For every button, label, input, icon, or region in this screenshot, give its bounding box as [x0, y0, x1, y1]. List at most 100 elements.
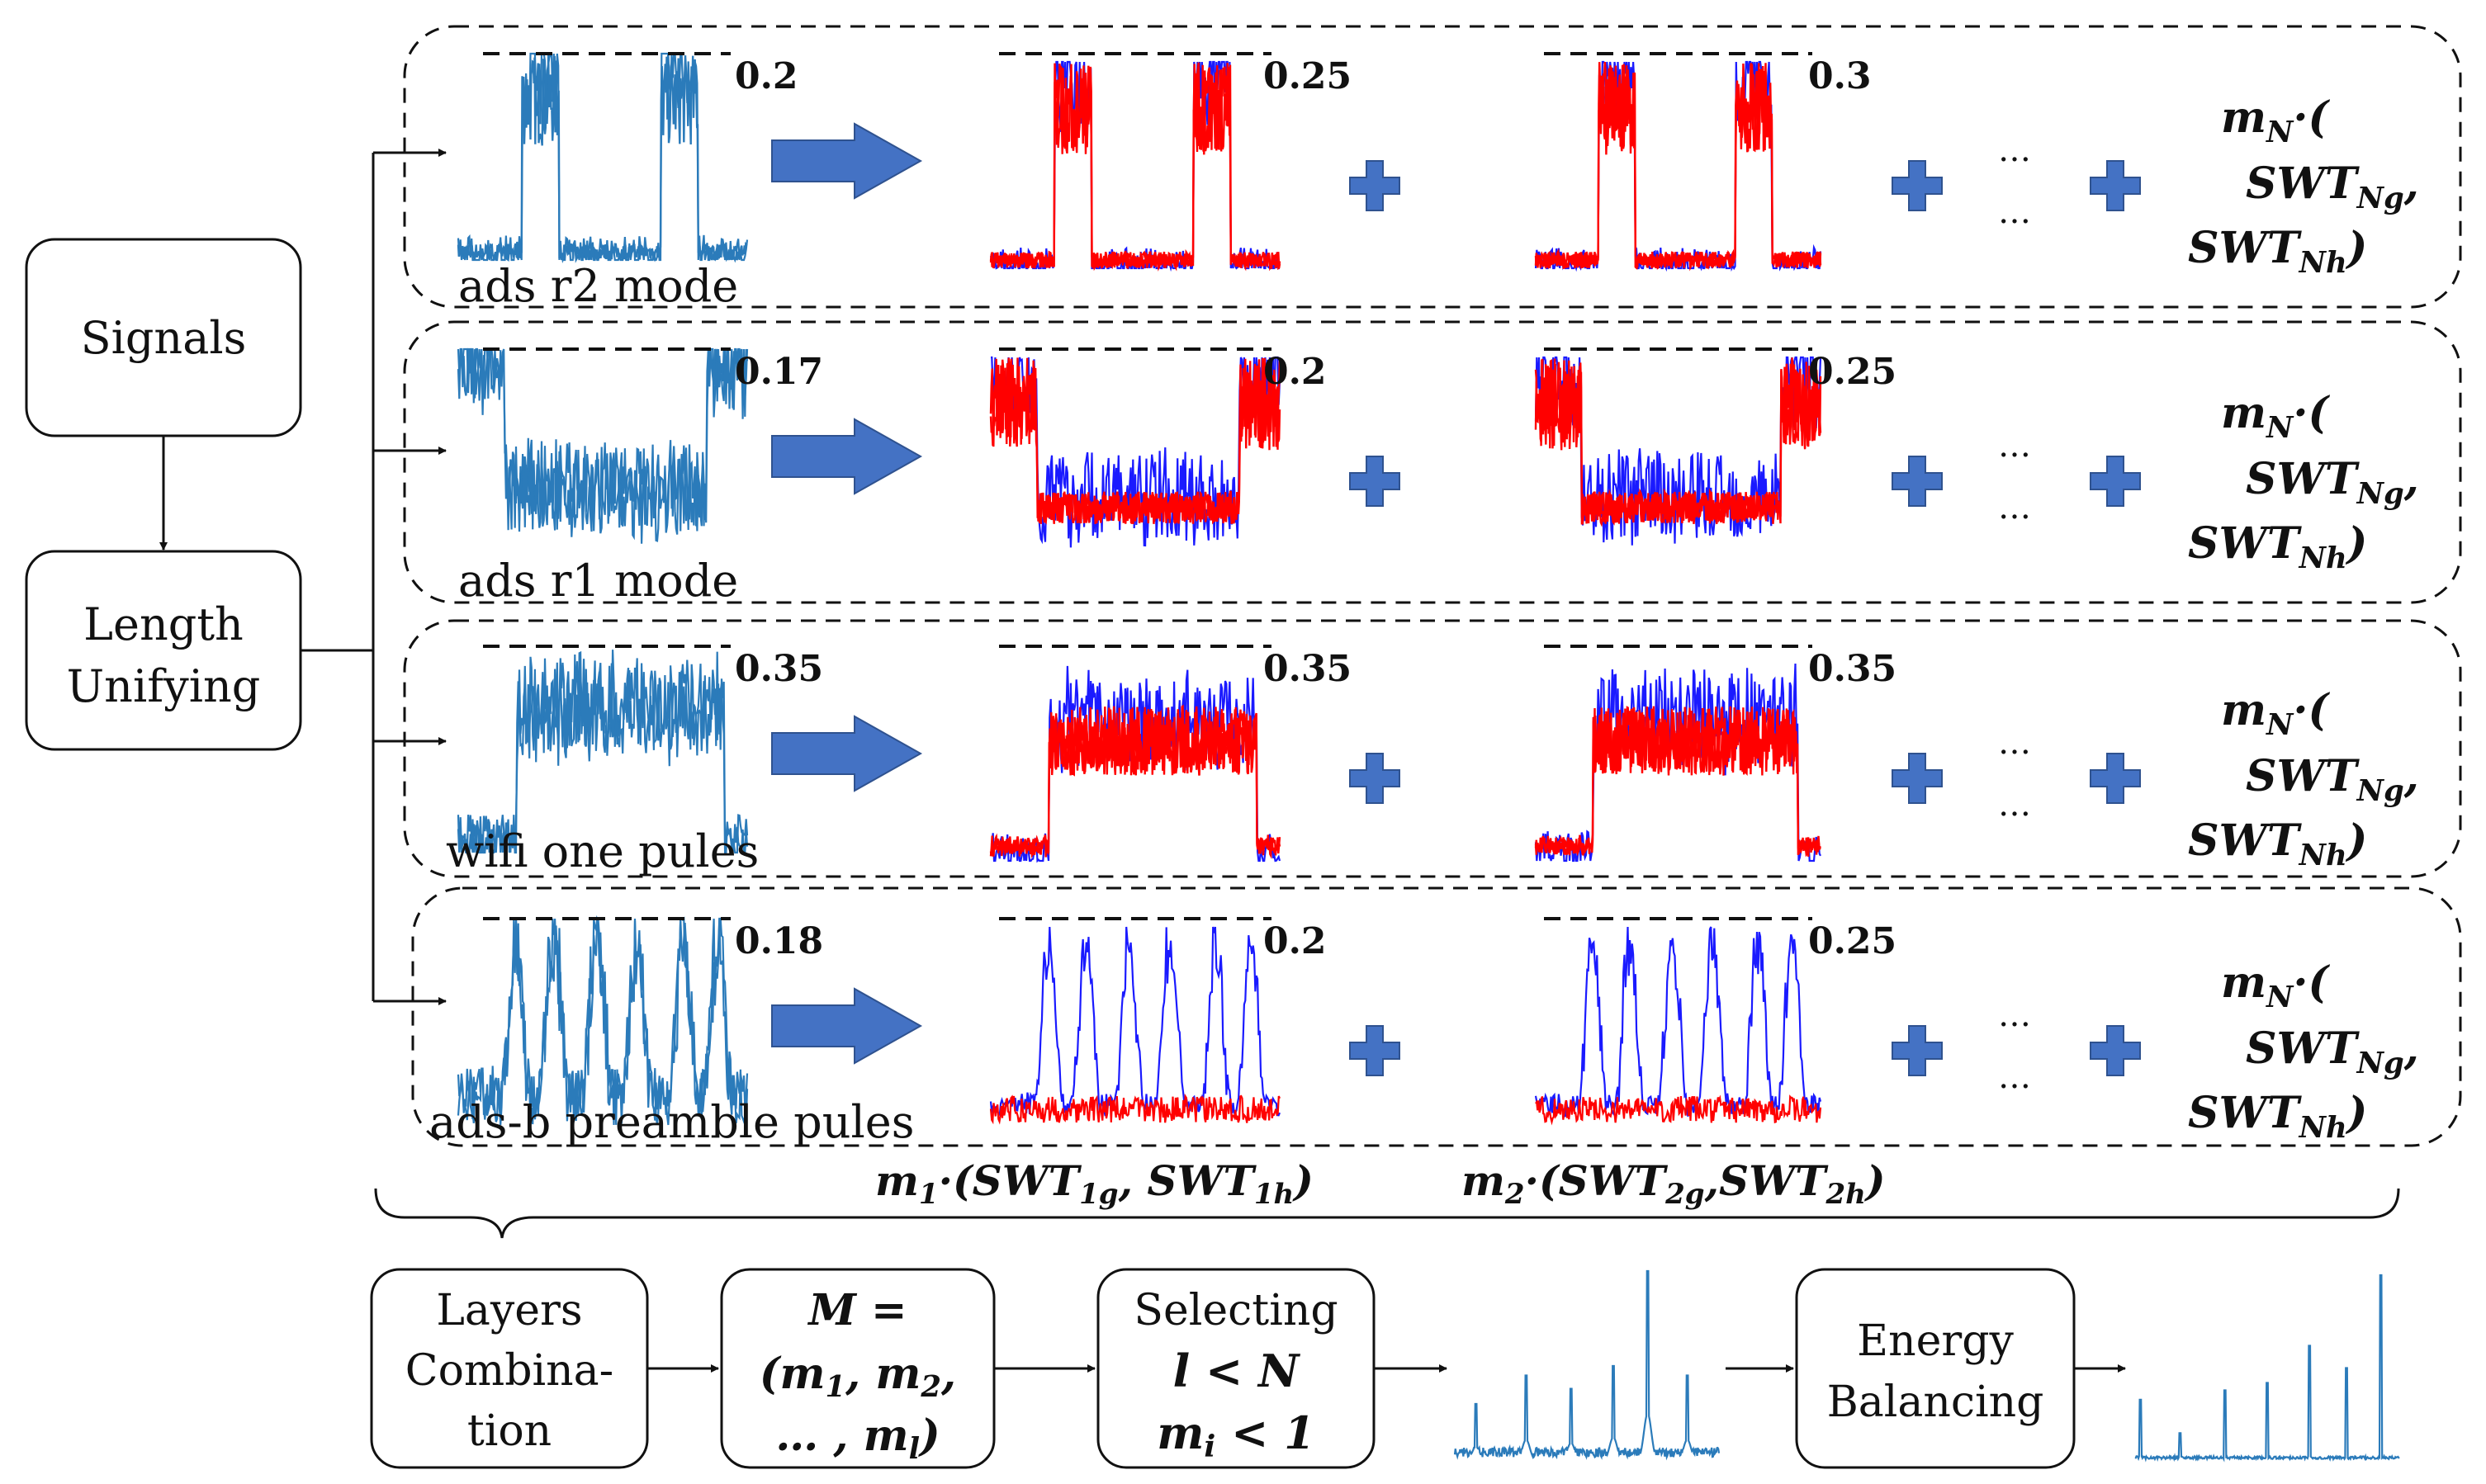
threshold-value: 0.35	[1263, 648, 1352, 690]
plus-icon	[1349, 160, 1400, 211]
original-waveform	[457, 650, 749, 854]
signals-label: Signals	[81, 312, 247, 364]
term-n-line-1: mN·(	[2221, 685, 2330, 742]
plus-icon	[2090, 1025, 2141, 1076]
row-containers	[403, 25, 2462, 1147]
layers-label-1: Layers	[436, 1286, 582, 1335]
swt-blue	[989, 926, 1281, 1118]
curly-brace	[374, 1188, 2400, 1239]
term-n-line-2: SWTNg,	[2246, 1023, 2419, 1080]
original-waveform-noise	[457, 915, 749, 1124]
plus-icon	[1349, 456, 1400, 507]
swt-red-2	[1534, 706, 1821, 858]
threshold-value: 0.2	[735, 55, 798, 97]
length-unifying-box	[25, 550, 302, 751]
transform-arrow	[771, 987, 923, 1065]
threshold-value: 0.25	[1263, 55, 1352, 97]
row-3: 0.35 wifi one pules 0.35 0.35 … … mN·(SWTNg, SW…	[446, 645, 2419, 877]
threshold-value: 0.25	[1808, 920, 1896, 962]
m-vector-line-2: (m1, m2,	[760, 1349, 956, 1404]
plus-icon	[1892, 1025, 1943, 1076]
row-label: ads r1 mode	[458, 555, 738, 607]
swt-plot-2: 0.25	[1534, 347, 1896, 546]
term-n-line-2: SWTNg,	[2246, 751, 2419, 808]
plus-icon	[2090, 456, 2141, 507]
threshold-value: 0.17	[735, 351, 823, 393]
row-4: 0.18 ads-b preamble pules 0.2 0.25 … … mN·( SWT…	[429, 915, 2419, 1148]
swt-red	[989, 62, 1281, 272]
plus-icon	[2090, 160, 2141, 211]
swt-plot-2: 0.35	[1534, 645, 1896, 863]
threshold-value: 0.2	[1263, 351, 1327, 393]
term-n-line-1: mN·(	[2221, 388, 2330, 445]
term-1: m1·(SWT1g, SWT1h)	[875, 1156, 1314, 1211]
plus-icon	[1892, 456, 1943, 507]
term-n-line-3: SWTNh)	[2188, 1088, 2367, 1145]
spectrum-plot-1	[1453, 1269, 1721, 1461]
ellipsis: …	[1998, 193, 2031, 231]
swt-plot-1: 0.35	[989, 645, 1352, 863]
ellipsis: …	[1998, 131, 2031, 169]
swt-red-2	[989, 63, 1281, 272]
transform-arrow	[771, 122, 923, 200]
row-box-2	[403, 320, 2462, 604]
ellipsis: …	[1998, 996, 2031, 1034]
original-waveform	[457, 54, 748, 264]
term-n-line-1: mN·(	[2221, 957, 2330, 1014]
plus-icon	[1349, 753, 1400, 804]
row-box-3	[403, 619, 2462, 878]
term-n-line-3: SWTNh)	[2188, 518, 2367, 575]
original-signal-plot: 0.18	[457, 915, 823, 1126]
swt-blue	[1534, 926, 1822, 1118]
term-n-line-3: SWTNh)	[2188, 223, 2367, 280]
transform-arrow	[771, 418, 923, 495]
swt-red-2	[989, 704, 1281, 860]
spectrum-line	[1453, 1269, 1721, 1461]
length-unifying-label-2: Unifying	[67, 660, 261, 712]
original-signal-plot: 0.35	[457, 645, 823, 854]
original-signal-plot: 0.2	[457, 52, 798, 264]
swt-blue	[1534, 60, 1822, 272]
original-waveform-noise	[457, 658, 749, 854]
row-label: ads r2 mode	[458, 260, 738, 312]
ellipsis: …	[1998, 427, 2031, 465]
swt-plot-1: 0.25	[989, 52, 1352, 272]
term-n-line-2: SWTNg,	[2246, 158, 2419, 215]
ellipsis: …	[1998, 1058, 2031, 1096]
row-1: 0.2 ads r2 mode 0.25 0.3 … … mN·( SWTNg, SWTNh)	[457, 52, 2419, 312]
row-label: ads-b preamble pules	[429, 1096, 914, 1148]
m-vector-line-3: … , ml)	[775, 1411, 940, 1466]
spectrum-line	[2134, 1274, 2400, 1463]
row-box-1	[403, 25, 2462, 309]
plus-icon	[1349, 1025, 1400, 1076]
swt-plot-2: 0.3	[1534, 52, 1872, 272]
spectrum-plot-2	[2134, 1274, 2400, 1463]
swt-plot-1: 0.2	[989, 347, 1327, 548]
swt-red-2	[1534, 63, 1822, 272]
plus-icon	[1892, 753, 1943, 804]
selecting-l: l < N	[1173, 1345, 1301, 1397]
layers-label-3: tion	[467, 1406, 552, 1456]
term-2: m2·(SWT2g,SWT2h)	[1461, 1156, 1886, 1211]
threshold-value: 0.3	[1808, 55, 1872, 97]
ellipsis: …	[1998, 489, 2031, 527]
threshold-value: 0.18	[735, 920, 823, 962]
swt-red	[1535, 1094, 1822, 1126]
plus-icon	[2090, 753, 2141, 804]
term-n-line-1: mN·(	[2221, 92, 2330, 149]
original-waveform-noise	[457, 52, 749, 263]
swt-plot-2: 0.25	[1534, 917, 1896, 1126]
original-waveform-noise	[457, 347, 749, 532]
row-box-4	[411, 886, 2462, 1147]
swt-red	[989, 706, 1281, 858]
swt-plot-1: 0.2	[989, 917, 1327, 1125]
length-unifying-label-1: Length	[83, 598, 244, 650]
swt-red-2	[1534, 358, 1822, 524]
term-n-line-3: SWTNh)	[2188, 815, 2367, 872]
layers-label-2: Combina-	[405, 1346, 613, 1396]
threshold-value: 0.2	[1263, 920, 1327, 962]
energy-label-1: Energy	[1857, 1316, 2014, 1366]
selecting-m: mi < 1	[1157, 1406, 1315, 1464]
